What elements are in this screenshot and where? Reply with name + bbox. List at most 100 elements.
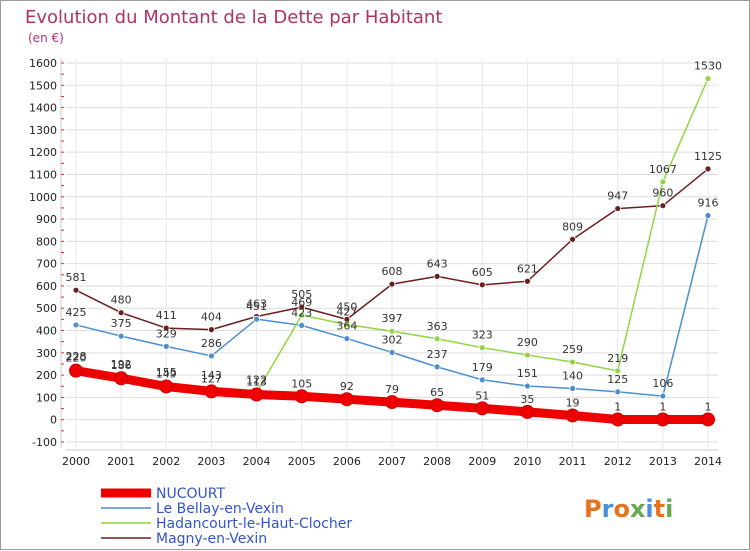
data-point-nucourt — [159, 379, 174, 394]
legend-label-hadancourt-le-haut-clocher: Hadancourt-le-Haut-Clocher — [156, 516, 352, 532]
data-point-hadancourt-le-haut-clocher — [343, 321, 351, 328]
x-tick-label: 2012 — [604, 455, 632, 468]
data-point-le-bellay-en-vexin — [524, 382, 531, 390]
data-point-hadancourt-le-haut-clocher — [298, 311, 306, 319]
data-label-le-bellay-en-vexin: 329 — [156, 327, 177, 340]
data-point-le-bellay-en-vexin — [704, 212, 712, 219]
data-label-hadancourt-le-haut-clocher: 219 — [607, 352, 628, 365]
data-label-hadancourt-le-haut-clocher: 469 — [291, 296, 312, 309]
data-point-nucourt — [475, 401, 490, 416]
x-tick-label: 2011 — [559, 455, 587, 468]
data-label-nucourt: 149 — [156, 367, 177, 380]
legend-label-magny-en-vexin: Magny-en-Vexin — [156, 531, 267, 547]
data-label-le-bellay-en-vexin: 302 — [382, 333, 403, 346]
data-point-nucourt — [385, 395, 399, 410]
x-tick-label: 2004 — [243, 455, 271, 468]
data-label-nucourt: 92 — [340, 380, 354, 393]
data-point-magny-en-vexin — [298, 303, 306, 311]
data-label-le-bellay-en-vexin: 375 — [111, 317, 132, 330]
data-point-nucourt — [520, 404, 535, 419]
data-point-hadancourt-le-haut-clocher — [388, 327, 396, 335]
data-label-le-bellay-en-vexin: 237 — [427, 348, 448, 361]
data-point-nucourt — [655, 412, 670, 427]
data-label-nucourt: 1 — [705, 400, 712, 413]
data-label-le-bellay-en-vexin: 425 — [66, 306, 87, 319]
logo-letter: r — [602, 495, 614, 523]
data-label-magny-en-vexin: 463 — [246, 297, 267, 310]
y-tick-label: -100 — [32, 436, 57, 449]
y-tick-label: 1300 — [29, 124, 57, 137]
y-tick-label: 800 — [36, 235, 57, 248]
x-tick-label: 2001 — [107, 455, 135, 468]
legend-label-nucourt: NUCOURT — [156, 486, 225, 502]
data-label-magny-en-vexin: 411 — [156, 309, 177, 322]
logo-letter: x — [630, 495, 646, 523]
data-point-le-bellay-en-vexin — [614, 388, 622, 396]
data-point-le-bellay-en-vexin — [659, 392, 667, 400]
logo-letter: o — [613, 495, 630, 523]
data-label-magny-en-vexin: 505 — [291, 288, 312, 301]
data-point-nucourt — [610, 412, 625, 427]
data-point-le-bellay-en-vexin — [433, 363, 441, 371]
y-tick-label: 600 — [36, 280, 57, 293]
grid — [66, 59, 718, 450]
series-lines — [69, 75, 715, 427]
data-point-hadancourt-le-haut-clocher — [569, 358, 576, 366]
data-point-nucourt — [294, 389, 309, 404]
y-tick-label: 200 — [36, 369, 57, 382]
x-tick-label: 2003 — [197, 455, 225, 468]
proxiti-logo: Proxiti — [584, 495, 673, 523]
data-label-hadancourt-le-haut-clocher: 363 — [427, 320, 448, 333]
x-tick-label: 2014 — [694, 455, 722, 468]
logo-letter: t — [654, 495, 665, 523]
data-label-nucourt: 220 — [66, 352, 87, 365]
data-point-nucourt — [430, 398, 445, 413]
data-label-magny-en-vexin: 450 — [336, 300, 357, 313]
y-tick-label: 0 — [50, 414, 57, 427]
data-label-nucourt: 105 — [291, 377, 312, 390]
data-point-le-bellay-en-vexin — [298, 322, 306, 329]
data-label-le-bellay-en-vexin: 125 — [607, 373, 628, 386]
data-label-magny-en-vexin: 581 — [66, 271, 87, 284]
data-label-magny-en-vexin: 621 — [517, 262, 538, 275]
x-tick-label: 2009 — [468, 455, 496, 468]
data-label-magny-en-vexin: 605 — [472, 266, 493, 279]
data-point-magny-en-vexin — [614, 205, 622, 212]
data-label-le-bellay-en-vexin: 916 — [698, 196, 719, 209]
y-tick-label: 400 — [36, 325, 57, 338]
data-point-hadancourt-le-haut-clocher — [524, 351, 531, 359]
data-point-le-bellay-en-vexin — [117, 332, 125, 340]
y-tick-label: 1100 — [29, 168, 57, 181]
y-tick-label: 100 — [36, 391, 57, 404]
data-point-magny-en-vexin — [704, 165, 712, 173]
data-point-le-bellay-en-vexin — [162, 342, 170, 350]
data-label-le-bellay-en-vexin: 451 — [246, 300, 267, 313]
data-label-nucourt: 113 — [246, 376, 267, 389]
data-label-nucourt: 186 — [111, 359, 132, 372]
data-label-hadancourt-le-haut-clocher: 228 — [66, 350, 87, 363]
data-point-hadancourt-le-haut-clocher — [614, 367, 622, 375]
y-tick-label: 1200 — [29, 146, 57, 159]
x-tick-label: 2005 — [288, 455, 316, 468]
data-label-magny-en-vexin: 608 — [382, 265, 403, 278]
data-point-nucourt — [701, 412, 715, 427]
logo-letter: i — [645, 495, 653, 523]
data-label-hadancourt-le-haut-clocher: 259 — [562, 343, 583, 356]
chart-subtitle: (en €) — [28, 31, 64, 45]
data-label-hadancourt-le-haut-clocher: 1530 — [694, 60, 722, 73]
data-point-nucourt — [69, 363, 83, 378]
y-tick-label: 1600 — [29, 57, 57, 70]
data-label-le-bellay-en-vexin: 179 — [472, 361, 493, 374]
data-label-hadancourt-le-haut-clocher: 192 — [111, 358, 132, 371]
data-point-nucourt — [249, 387, 264, 402]
data-label-nucourt: 127 — [201, 372, 222, 385]
data-point-hadancourt-le-haut-clocher — [433, 335, 441, 343]
data-label-magny-en-vexin: 643 — [427, 257, 448, 270]
data-label-magny-en-vexin: 1125 — [694, 150, 722, 163]
data-point-hadancourt-le-haut-clocher — [659, 178, 667, 186]
data-label-nucourt: 51 — [475, 389, 489, 402]
data-label-hadancourt-le-haut-clocher: 155 — [156, 366, 177, 379]
